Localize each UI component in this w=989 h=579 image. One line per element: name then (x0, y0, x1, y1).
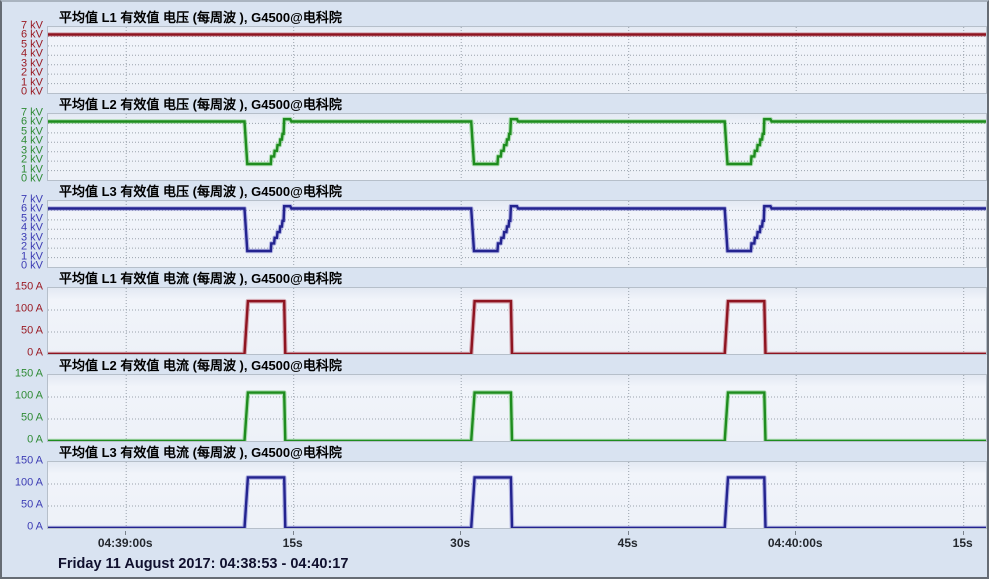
y-axis-label: 7 kV (20, 106, 43, 119)
chart-row-l3-current: 150 A 100 A 50 A 0 A (2, 455, 987, 532)
y-axis-label: 50 A (20, 411, 43, 424)
time-tick (292, 531, 294, 535)
chart-row-l2-voltage: 7 kV 6 kV 5 kV 4 kV 3 kV 2 kV 1 kV 0 kV (2, 107, 987, 184)
plot-area-l3-voltage[interactable] (47, 200, 987, 268)
y-axis-l1-current: 150 A 100 A 50 A 0 A (2, 281, 47, 358)
y-axis-l1-voltage: 7 kV 6 kV 5 kV 4 kV 3 kV 2 kV 1 kV 0 kV (2, 20, 47, 97)
y-axis-label: 1 kV (20, 250, 43, 263)
y-axis-label: 0 A (27, 433, 43, 446)
y-axis-label: 3 kV (20, 57, 43, 70)
time-tick-label: 15s (952, 536, 973, 550)
y-axis-l3-current: 150 A 100 A 50 A 0 A (2, 455, 47, 532)
y-axis-label: 150 A (14, 454, 43, 467)
y-axis-label: 1 kV (20, 163, 43, 176)
waveform-svg-l1-voltage (48, 27, 986, 93)
plot-area-l2-voltage[interactable] (47, 113, 987, 181)
y-axis-label: 0 A (27, 346, 43, 359)
chart-title-l1-voltage: 平均值 L1 有效值 电压 (每周波 ), G4500@电科院 (59, 10, 342, 25)
y-axis-label: 150 A (14, 280, 43, 293)
y-axis-label: 4 kV (20, 134, 43, 147)
chart-l3-current: 平均值 L3 有效值 电流 (每周波 ), G4500@电科院 150 A 100 … (2, 444, 987, 532)
y-axis-label: 50 A (20, 324, 43, 337)
y-axis-label: 5 kV (20, 38, 43, 51)
plot-area-l3-current[interactable] (47, 461, 987, 529)
y-axis-label: 6 kV (20, 202, 43, 215)
y-axis-label: 0 kV (20, 172, 43, 185)
y-axis-label: 2 kV (20, 153, 43, 166)
time-tick (795, 531, 797, 535)
y-axis-l2-current: 150 A 100 A 50 A 0 A (2, 368, 47, 445)
y-axis-label: 0 kV (20, 85, 43, 98)
chart-l1-current: 平均值 L1 有效值 电流 (每周波 ), G4500@电科院 150 A 100 … (2, 270, 987, 358)
y-axis-label: 7 kV (20, 193, 43, 206)
waveform-svg-l2-voltage (48, 114, 986, 180)
time-range-label: Friday 11 August 2017: 04:38:53 - 04:40:… (58, 556, 349, 572)
y-axis-label: 4 kV (20, 47, 43, 60)
y-axis-label: 50 A (20, 498, 43, 511)
y-axis-label: 3 kV (20, 144, 43, 157)
y-axis-label: 5 kV (20, 125, 43, 138)
waveform-svg-l2-current (48, 375, 986, 441)
time-tick-label: 04:39:00s (97, 536, 153, 550)
chart-row-l1-voltage: 7 kV 6 kV 5 kV 4 kV 3 kV 2 kV 1 kV 0 kV (2, 20, 987, 97)
y-axis-l3-voltage: 7 kV 6 kV 5 kV 4 kV 3 kV 2 kV 1 kV 0 kV (2, 194, 47, 271)
time-tick (962, 531, 964, 535)
time-tick (125, 531, 127, 535)
y-axis-label: 0 A (27, 520, 43, 533)
chart-title-l3-current: 平均值 L3 有效值 电流 (每周波 ), G4500@电科院 (59, 445, 342, 460)
chart-title-l1-current: 平均值 L1 有效值 电流 (每周波 ), G4500@电科院 (59, 271, 342, 286)
y-axis-label: 100 A (14, 302, 43, 315)
time-tick-label: 45s (617, 536, 638, 550)
y-axis-label: 5 kV (20, 212, 43, 225)
y-axis-l2-voltage: 7 kV 6 kV 5 kV 4 kV 3 kV 2 kV 1 kV 0 kV (2, 107, 47, 184)
chart-l2-voltage: 平均值 L2 有效值 电压 (每周波 ), G4500@电科院 7 kV 6 kV 5… (2, 96, 987, 184)
waveform-svg-l1-current (48, 288, 986, 354)
time-tick-label: 15s (282, 536, 303, 550)
waveform-svg-l3-voltage (48, 201, 986, 267)
time-axis: 04:39:00s 15s 30s 45s 04:40:00s 15s (2, 531, 987, 553)
y-axis-label: 4 kV (20, 221, 43, 234)
chart-row-l2-current: 150 A 100 A 50 A 0 A (2, 368, 987, 445)
waveform-svg-l3-current (48, 462, 986, 528)
chart-l2-current: 平均值 L2 有效值 电流 (每周波 ), G4500@电科院 150 A 100 … (2, 357, 987, 445)
chart-l3-voltage: 平均值 L3 有效值 电压 (每周波 ), G4500@电科院 7 kV 6 kV 5… (2, 183, 987, 271)
y-axis-label: 100 A (14, 389, 43, 402)
chart-title-l2-voltage: 平均值 L2 有效值 电压 (每周波 ), G4500@电科院 (59, 97, 342, 112)
y-axis-label: 0 kV (20, 259, 43, 272)
time-tick (627, 531, 629, 535)
y-axis-label: 6 kV (20, 28, 43, 41)
time-tick-label: 04:40:00s (767, 536, 823, 550)
status-bar: Friday 11 August 2017: 04:38:53 - 04:40:… (2, 553, 987, 575)
y-axis-label: 1 kV (20, 76, 43, 89)
y-axis-label: 7 kV (20, 19, 43, 32)
chart-l1-voltage: 平均值 L1 有效值 电压 (每周波 ), G4500@电科院 7 kV 6 kV 5… (2, 9, 987, 97)
plot-area-l2-current[interactable] (47, 374, 987, 442)
chart-stack: 平均值 L1 有效值 电压 (每周波 ), G4500@电科院 7 kV 6 kV 5… (2, 2, 987, 532)
chart-row-l3-voltage: 7 kV 6 kV 5 kV 4 kV 3 kV 2 kV 1 kV 0 kV (2, 194, 987, 271)
plot-area-l1-voltage[interactable] (47, 26, 987, 94)
time-tick-label: 30s (450, 536, 471, 550)
y-axis-label: 6 kV (20, 115, 43, 128)
y-axis-label: 2 kV (20, 240, 43, 253)
chart-title-l2-current: 平均值 L2 有效值 电流 (每周波 ), G4500@电科院 (59, 358, 342, 373)
plot-area-l1-current[interactable] (47, 287, 987, 355)
y-axis-label: 100 A (14, 476, 43, 489)
y-axis-label: 2 kV (20, 66, 43, 79)
chart-row-l1-current: 150 A 100 A 50 A 0 A (2, 281, 987, 358)
chart-title-l3-voltage: 平均值 L3 有效值 电压 (每周波 ), G4500@电科院 (59, 184, 342, 199)
time-tick (460, 531, 462, 535)
y-axis-label: 150 A (14, 367, 43, 380)
y-axis-label: 3 kV (20, 231, 43, 244)
